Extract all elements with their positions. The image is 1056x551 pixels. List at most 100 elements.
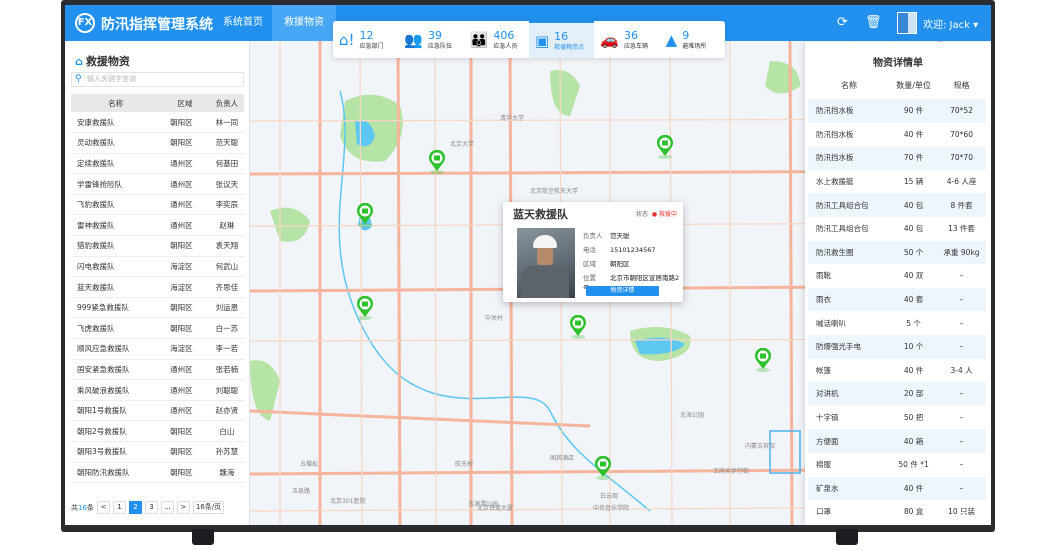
table-row[interactable]: 顺风应急救援队 海淀区 李一若: [71, 338, 244, 360]
table-row[interactable]: 定续救援队 通州区 何基田: [71, 153, 244, 175]
column-header: 负责人: [209, 94, 244, 112]
table-row[interactable]: 防汛工具组合包 40 包 13 件套: [808, 217, 986, 241]
table-row[interactable]: 防汛救生圈 50 个承重 90kg: [808, 240, 986, 265]
box-icon: ▣: [534, 31, 550, 50]
table-row[interactable]: 棉服 50 件 *1 –: [808, 453, 986, 477]
house-alert-icon: ⌂!: [339, 30, 355, 49]
supply-point-marker[interactable]: [656, 134, 674, 159]
table-row[interactable]: 999紧急救援队 朝阳区 刘运恩: [71, 297, 244, 319]
supply-point-marker[interactable]: [356, 202, 374, 227]
panel-title: ⌂ 救援物资: [75, 55, 130, 68]
table-row[interactable]: 蓝天救援队 海淀区 齐思佳: [71, 276, 244, 298]
prev-page-button[interactable]: <: [96, 501, 110, 514]
table-row[interactable]: 防汛挡水板 70 件 70*70: [808, 146, 986, 170]
table-row[interactable]: 猎豹救援队 朝阳区 袁天翔: [71, 235, 244, 257]
table-row[interactable]: 十字镐 50 把 –: [808, 406, 986, 430]
page-2[interactable]: 2: [128, 501, 142, 514]
table-cell: 雨衣: [808, 287, 891, 312]
table-cell: 40 包: [903, 224, 924, 234]
table-cell: 李奕辰: [209, 194, 244, 216]
table-row[interactable]: 飞虎救援队 朝阳区 白一苏: [71, 317, 244, 340]
supply-point-marker[interactable]: [569, 314, 587, 339]
table-row[interactable]: 喊话喇叭 5 个 –: [808, 311, 986, 335]
table-row[interactable]: 防汛挡水板 90 件 70*52: [808, 99, 986, 123]
table-row[interactable]: 雨靴 40 双 –: [808, 264, 986, 288]
table-row[interactable]: 闪电救援队 海淀区 何武山: [71, 256, 244, 278]
table-cell: 李一若: [209, 338, 244, 360]
page-ellipsis[interactable]: ...: [160, 501, 174, 514]
next-page-button[interactable]: >: [176, 501, 190, 514]
page-size-select[interactable]: 16条/页: [192, 501, 225, 514]
map-label: 航天桥: [455, 461, 474, 468]
table-row[interactable]: 对讲机 20 部 –: [808, 382, 986, 406]
refresh-icon[interactable]: ⟳: [837, 15, 848, 30]
field-district: 区域 朝阳区: [583, 260, 630, 268]
team-icon: 👥: [404, 30, 424, 49]
stat-value: 406: [493, 28, 515, 42]
stat-team[interactable]: 👥 39 应急队伍: [398, 21, 463, 58]
table-row[interactable]: 防爆强光手电 10 个 –: [808, 334, 986, 359]
page-1[interactable]: 1: [112, 501, 126, 514]
column-header: 区域: [160, 94, 210, 112]
table-row[interactable]: 朝阳1号救援队 通州区 赵亦贤: [71, 400, 244, 422]
column-header: 名称: [71, 94, 161, 112]
table-cell: 朝阳区: [160, 132, 210, 154]
table-row[interactable]: 飞豹救援队 通州区 李奕辰: [71, 194, 244, 216]
table-cell: 朝阳区: [160, 235, 210, 257]
table-cell: 张议天: [209, 173, 244, 195]
table-row[interactable]: 帐篷 40 件 3-4 人: [808, 359, 986, 383]
supply-point-marker[interactable]: [428, 149, 446, 174]
map-label: 白云观: [600, 493, 619, 500]
table-row[interactable]: 灵动救援队 朝阳区 范天聪: [71, 132, 244, 154]
stat-box[interactable]: ▣ 16 救援物资点: [528, 21, 595, 58]
table-row[interactable]: 防汛挡水板 40 件 70*60: [808, 123, 986, 147]
stat-label: 应急车辆: [624, 42, 649, 50]
app-screen: 清华大学 北京大学 北京航空航天大学 中关村 玉渊潭公园 北海公园 中央音乐学院…: [65, 5, 991, 525]
team-photo: [517, 228, 575, 298]
table-row[interactable]: 乘风破浪救援队 通州区 刘聪聪: [71, 379, 244, 401]
table-cell: 张若楠: [209, 359, 244, 381]
table-row[interactable]: 朝阳防汛救援队 朝阳区 魏海: [71, 462, 244, 484]
table-row[interactable]: 雷神救援队 通州区 赵琳: [71, 214, 244, 237]
table-row[interactable]: 学雷锋抢险队 通州区 张议天: [71, 173, 244, 195]
stat-car[interactable]: 🚗 36 应急车辆: [594, 21, 659, 58]
table-row[interactable]: 水上救援艇 15 辆 4-6 人座: [808, 170, 986, 194]
stat-value: 9: [682, 28, 690, 42]
stat-tent[interactable]: ▲ 9 避难场所: [660, 21, 725, 58]
table-row[interactable]: 矿泉水 40 件 –: [808, 476, 986, 501]
table-row[interactable]: 口罩 80 盒 10 只装: [808, 500, 986, 524]
table-cell: 防爆强光手电: [808, 334, 891, 359]
search-input[interactable]: ⚲ 输入关键字查询: [71, 72, 244, 87]
stat-people[interactable]: 👪 406 应急人员: [464, 21, 529, 58]
supply-point-marker[interactable]: [356, 295, 374, 320]
table-cell: 80 盒: [903, 507, 924, 517]
table-row[interactable]: 雨衣 40 套 –: [808, 287, 986, 312]
avatar[interactable]: [897, 12, 917, 34]
supply-details-button[interactable]: 物资详情: [586, 286, 659, 296]
table-cell: 13 件套: [948, 224, 976, 234]
tab-rescue-supplies[interactable]: 救援物资: [272, 5, 336, 41]
table-row[interactable]: 国安紧急救援队 通州区 张若楠: [71, 359, 244, 381]
table-row[interactable]: 方便面 40 箱 –: [808, 429, 986, 453]
table-cell: 蓝天救援队: [71, 276, 161, 298]
table-cell: 朝阳1号救援队: [71, 400, 161, 422]
field-phone: 电话 15101234567: [583, 246, 656, 254]
car-icon: 🚗: [600, 30, 619, 49]
table-row[interactable]: 朝阳2号救援队 朝阳区 白山: [71, 420, 244, 442]
map-label: 内蒙古宾馆: [745, 443, 776, 450]
stat-house-alert[interactable]: ⌂! 12 应急部门: [333, 21, 398, 58]
page-3[interactable]: 3: [144, 501, 158, 514]
supply-point-marker[interactable]: [754, 347, 772, 372]
table-cell: 通州区: [160, 400, 210, 422]
monitor-stand-left: [192, 529, 214, 545]
table-cell: –: [937, 334, 986, 359]
tab-home[interactable]: 系统首页: [223, 17, 263, 28]
table-row[interactable]: 朝阳3号救援队 朝阳区 孙苏慧: [71, 441, 244, 463]
trash-icon[interactable]: 🗑: [865, 15, 882, 30]
supply-point-marker[interactable]: [594, 455, 612, 480]
table-row[interactable]: 安康救援队 朝阳区 林一同: [71, 112, 244, 134]
table-cell: 防汛挡水板: [808, 146, 891, 170]
table-cell: 灵动救援队: [71, 132, 161, 154]
user-menu[interactable]: 欢迎: Jack ▾: [923, 20, 979, 31]
